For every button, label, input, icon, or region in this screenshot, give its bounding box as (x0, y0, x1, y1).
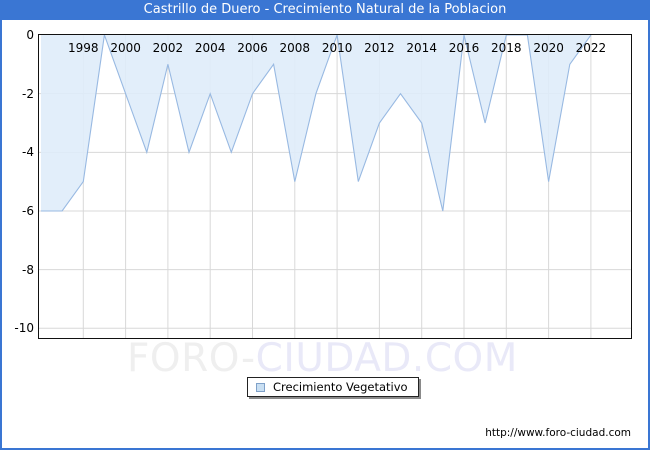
x-tick-label: 2006 (237, 41, 268, 55)
watermark-part1: FORO- (127, 336, 256, 381)
series-line (41, 35, 592, 212)
x-tick-label: 2008 (279, 41, 311, 55)
y-tick-label: -10 (14, 321, 34, 336)
series-area (41, 35, 591, 211)
x-tick-label: 2010 (321, 41, 353, 55)
y-tick-label: -8 (22, 262, 34, 277)
x-tick-label: 2014 (406, 41, 437, 55)
legend-swatch-icon (256, 382, 265, 392)
watermark-part2: CIUDAD.COM (255, 336, 518, 381)
x-tick-label: 2016 (448, 41, 480, 55)
watermark: FORO-CIUDAD.COM (127, 336, 518, 381)
x-tick-label: 1998 (68, 41, 99, 55)
legend-box: Crecimiento Vegetativo (247, 377, 419, 397)
area-chart (39, 35, 631, 338)
y-tick-label: -4 (22, 145, 34, 160)
x-tick-label: 2022 (575, 41, 607, 55)
title-bar: Castrillo de Duero - Crecimiento Natural… (0, 0, 650, 20)
footer-url: http://www.foro-ciudad.com (485, 427, 631, 439)
plot-area (38, 34, 632, 339)
y-tick-label: -6 (22, 203, 34, 218)
x-tick-label: 2004 (194, 41, 226, 55)
x-tick-label: 2002 (152, 41, 184, 55)
chart-title: Castrillo de Duero - Crecimiento Natural… (143, 2, 507, 17)
y-tick-label: -2 (22, 86, 34, 101)
x-tick-label: 2018 (491, 41, 522, 55)
x-tick-label: 2000 (110, 41, 141, 55)
x-tick-label: 2020 (533, 41, 564, 55)
x-tick-label: 2012 (364, 41, 395, 55)
y-tick-label: 0 (26, 28, 34, 42)
legend-label: Crecimiento Vegetativo (273, 380, 408, 394)
